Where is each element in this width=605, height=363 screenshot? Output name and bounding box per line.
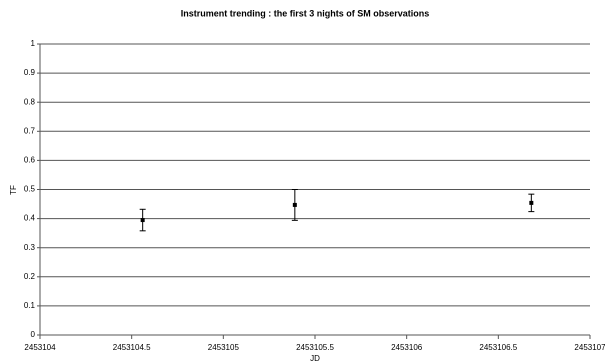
- x-axis-label: JD: [310, 354, 320, 363]
- chart-title: Instrument trending : the first 3 nights…: [181, 8, 430, 18]
- point: [529, 200, 534, 205]
- x-tick-label: 2453106: [391, 343, 423, 352]
- y-axis-label: TF: [9, 185, 18, 195]
- x-tick-label: 2453105: [208, 343, 240, 352]
- y-tick-label: 0: [31, 330, 36, 339]
- point: [292, 202, 297, 207]
- y-tick-label: 0.9: [24, 68, 36, 77]
- point: [140, 218, 145, 223]
- x-tick-label: 2453104: [24, 343, 56, 352]
- y-tick-label: 0.4: [24, 214, 36, 223]
- y-tick-label: 0.1: [24, 301, 36, 310]
- y-tick-label: 0.5: [24, 185, 36, 194]
- y-tick-label: 0.8: [24, 97, 36, 106]
- x-tick-label: 2453107: [574, 343, 605, 352]
- y-tick-label: 0.6: [24, 156, 36, 165]
- y-tick-label: 1: [31, 39, 36, 48]
- y-tick-label: 0.2: [24, 272, 36, 281]
- x-tick-label: 2453106.5: [479, 343, 517, 352]
- x-tick-label: 2453104.5: [113, 343, 151, 352]
- y-tick-label: 0.7: [24, 126, 36, 135]
- y-tick-label: 0.3: [24, 243, 36, 252]
- x-tick-label: 2453105.5: [296, 343, 334, 352]
